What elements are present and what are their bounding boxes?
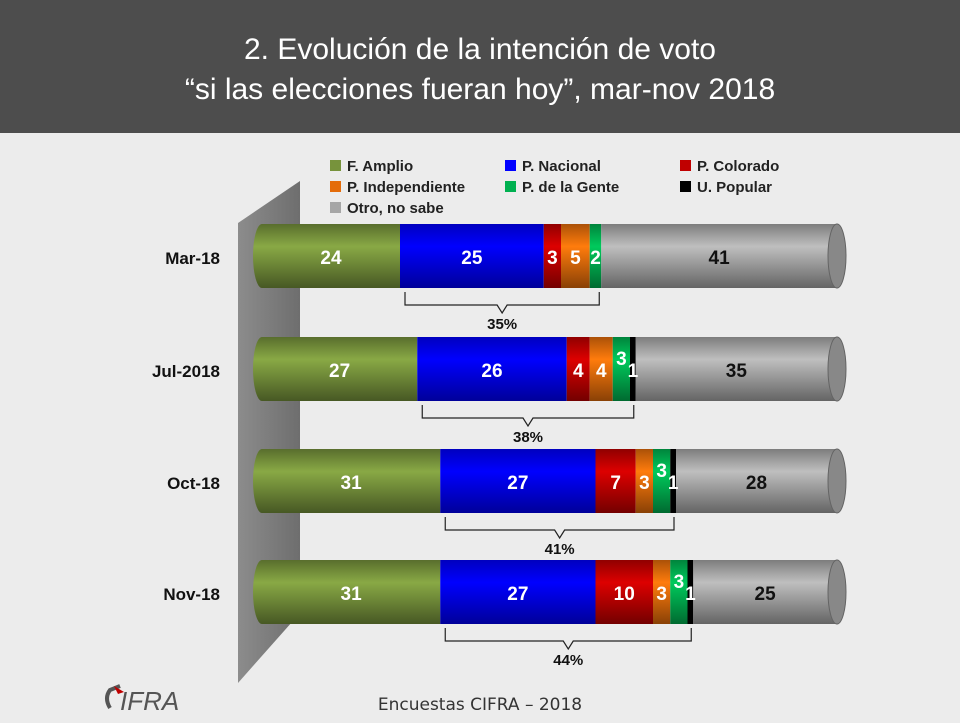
opposition-bracket: [444, 628, 692, 651]
bar-segment: [595, 560, 653, 624]
legend-swatch: [680, 181, 691, 192]
data-label: 27: [507, 584, 528, 605]
data-label: 1: [628, 361, 639, 382]
legend-label: Otro, no sabe: [347, 200, 444, 217]
opposition-bracket: [421, 405, 635, 428]
opposition-total-label: 41%: [545, 541, 575, 558]
legend-swatch: [330, 160, 341, 171]
bar-right-cap: [827, 559, 847, 625]
bar-segment: [589, 337, 613, 401]
bar-segment: [653, 449, 671, 513]
data-label: 31: [341, 584, 363, 605]
bar-segment: [595, 449, 636, 513]
data-label: 5: [570, 248, 581, 269]
bar-segment: [630, 337, 636, 401]
bar-segment: [687, 560, 694, 624]
data-label: 25: [461, 248, 483, 269]
data-label: 1: [685, 584, 696, 605]
bar-segment: [417, 337, 567, 401]
data-label: 1: [668, 473, 679, 494]
data-label: 3: [656, 584, 667, 605]
bar-segment: [440, 560, 596, 624]
category-label: Mar-18: [165, 249, 220, 268]
legend-label: P. Colorado: [697, 158, 779, 175]
data-label: 41: [709, 248, 731, 269]
opposition-total-label: 38%: [513, 429, 543, 446]
bar-segment: [676, 449, 837, 513]
legend-label: F. Amplio: [347, 158, 413, 175]
bar-segment: [693, 560, 837, 624]
opposition-bracket: [404, 292, 600, 315]
bar-segment: [670, 449, 676, 513]
opposition-total-label: 44%: [553, 652, 583, 669]
cifra-logo: IFRA: [100, 680, 190, 718]
bar-segment: [612, 337, 630, 401]
legend-swatch: [680, 160, 691, 171]
legend-label: P. Nacional: [522, 158, 601, 175]
data-label: 3: [547, 248, 558, 269]
bar-segment: [543, 224, 561, 288]
data-label: 7: [610, 473, 621, 494]
data-label: 25: [755, 584, 777, 605]
data-label: 10: [614, 584, 635, 605]
footer-source: Encuestas CIFRA – 2018: [377, 695, 583, 715]
bar-segment: [670, 560, 688, 624]
bar-segment: [601, 224, 837, 288]
svg-text:IFRA: IFRA: [120, 686, 179, 716]
bar-segment: [262, 337, 418, 401]
category-label: Nov-18: [163, 585, 220, 604]
data-label: 27: [329, 361, 350, 382]
chart-title-line-2: “si las elecciones fueran hoy”, mar-nov …: [184, 73, 776, 106]
data-label: 35: [726, 361, 748, 382]
bar-segment: [262, 449, 441, 513]
data-label: 3: [656, 461, 667, 482]
legend-swatch: [330, 202, 341, 213]
legend: F. Amplio P. Nacional P. Colorado P. Indepe…: [330, 158, 779, 217]
chart-title-line-1: 2. Evolución de la intención de voto: [244, 33, 716, 66]
bar-segment: [400, 224, 544, 288]
legend-label: P. de la Gente: [522, 179, 619, 196]
bar-segment: [262, 224, 400, 288]
category-label: Jul-2018: [152, 362, 220, 381]
legend-swatch: [505, 160, 516, 171]
bar-segment: [440, 449, 596, 513]
legend-label: P. Independiente: [347, 179, 465, 196]
bar-right-cap: [827, 223, 847, 289]
data-label: 26: [481, 361, 502, 382]
opposition-total-label: 35%: [487, 316, 517, 333]
legend-label: U. Popular: [697, 179, 772, 196]
data-label: 31: [341, 473, 363, 494]
data-label: 3: [616, 349, 627, 370]
data-label: 3: [674, 572, 685, 593]
data-label: 27: [507, 473, 528, 494]
bar-segment: [262, 560, 441, 624]
data-label: 3: [639, 473, 650, 494]
opposition-bracket: [444, 517, 675, 540]
category-label: Oct-18: [167, 474, 220, 493]
bar-right-cap: [827, 336, 847, 402]
bar-segment: [566, 337, 590, 401]
stacked-bar-chart: F. Amplio P. Nacional P. Colorado P. Indepe…: [152, 158, 847, 683]
bar-segment: [589, 224, 602, 288]
bar-segment: [653, 560, 671, 624]
title-banner: 2. Evolución de la intención de voto “si…: [0, 0, 960, 133]
data-label: 2: [590, 248, 601, 269]
bar-segment: [635, 337, 837, 401]
bar-segment: [635, 449, 653, 513]
chart-side-wall: [238, 181, 300, 683]
data-label: 4: [596, 361, 607, 382]
data-label: 24: [320, 248, 342, 269]
bar-segment: [561, 224, 590, 288]
data-label: 4: [573, 361, 584, 382]
legend-swatch: [330, 181, 341, 192]
bar-right-cap: [827, 448, 847, 514]
data-label: 28: [746, 473, 767, 494]
legend-swatch: [505, 181, 516, 192]
